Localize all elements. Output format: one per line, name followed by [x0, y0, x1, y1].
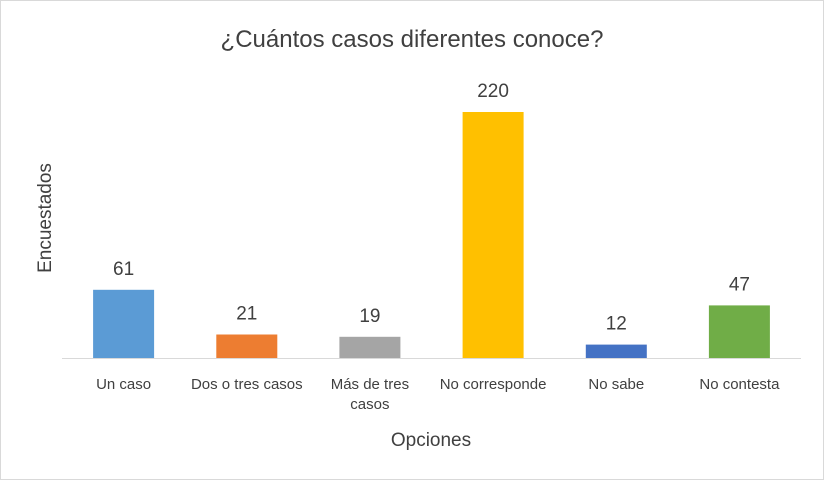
x-axis-title: Opciones	[391, 430, 471, 451]
category-label-4-line-0: No sabe	[588, 376, 644, 393]
bar-3	[462, 112, 524, 358]
value-label-1: 21	[236, 304, 257, 325]
category-label-4: No sabe	[588, 376, 644, 393]
category-label-1: Dos o tres casos	[191, 376, 303, 393]
category-label-5: No contesta	[699, 376, 780, 393]
category-labels-group: Un caso Dos o tres casos Más de tres casos N…	[96, 376, 780, 413]
bar-5	[708, 305, 770, 358]
chart-title: ¿Cuántos casos diferentes conoce?	[221, 26, 604, 53]
value-label-0: 61	[113, 259, 134, 280]
bar-4	[585, 344, 647, 358]
bar-2	[339, 336, 401, 358]
category-label-3-line-0: No corresponde	[440, 376, 547, 393]
category-label-2-line-1: casos	[350, 396, 389, 413]
category-label-0-line-0: Un caso	[96, 376, 151, 393]
category-label-1-line-0: Dos o tres casos	[191, 376, 303, 393]
value-label-2: 19	[359, 306, 380, 327]
category-label-2-line-0: Más de tres	[331, 376, 409, 393]
value-label-3: 220	[477, 81, 509, 102]
value-label-5: 47	[729, 274, 750, 295]
category-label-5-line-0: No contesta	[699, 376, 780, 393]
bars-group	[93, 112, 770, 358]
value-label-4: 12	[606, 314, 627, 335]
bar-0	[93, 289, 155, 358]
value-labels-group: 61 21 19 220 12 47	[113, 81, 750, 335]
category-label-3: No corresponde	[440, 376, 547, 393]
bar-1	[216, 334, 278, 358]
category-label-2: Más de tres casos	[331, 376, 409, 413]
y-axis-title: Encuestados	[35, 163, 56, 273]
category-label-0: Un caso	[96, 376, 151, 393]
